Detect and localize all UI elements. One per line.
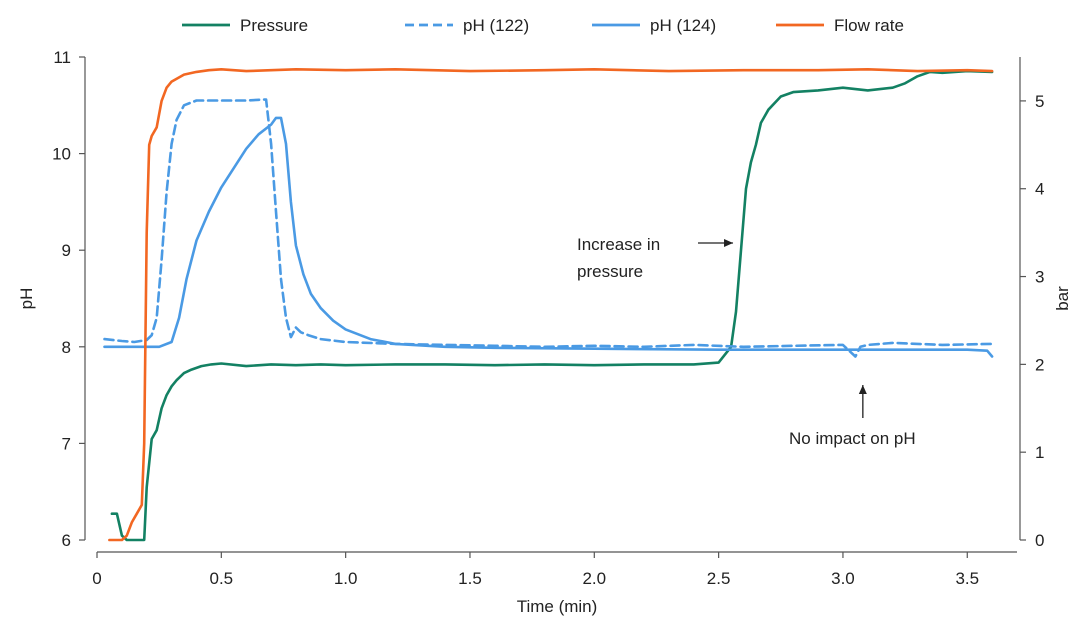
annotation-pressure-text: Increase in pressure bbox=[577, 235, 660, 281]
legend-label-pressure: Pressure bbox=[240, 16, 308, 35]
y-left-tick-label: 6 bbox=[62, 531, 71, 550]
legend: Pressure pH (122) pH (124) Flow rate bbox=[182, 16, 904, 35]
annotation-ph-text: No impact on pH bbox=[789, 429, 916, 448]
y-right-tick-label: 0 bbox=[1035, 531, 1044, 550]
annotation-layer: Increase in pressure No impact on pH bbox=[577, 235, 916, 448]
series-line-flow-rate bbox=[108, 68, 994, 542]
y-right-tick-label: 1 bbox=[1035, 443, 1044, 462]
x-tick-label: 3.5 bbox=[955, 569, 979, 588]
x-axis-title: Time (min) bbox=[517, 597, 598, 616]
x-tick-label: 1.5 bbox=[458, 569, 482, 588]
y-left-axis-title: pH bbox=[17, 288, 36, 310]
legend-label-ph-124: pH (124) bbox=[650, 16, 716, 35]
x-tick-label: 2.0 bbox=[582, 569, 606, 588]
legend-label-ph-122: pH (122) bbox=[463, 16, 529, 35]
y-right-tick-label: 5 bbox=[1035, 92, 1044, 111]
y-right-tick-label: 4 bbox=[1035, 180, 1044, 199]
series-line-ph-122 bbox=[103, 98, 994, 358]
y-left-tick-label: 9 bbox=[62, 241, 71, 260]
y-right-tick-label: 2 bbox=[1035, 355, 1044, 374]
y-right-tick-label: 3 bbox=[1035, 268, 1044, 287]
y-right-axis-title: bar bbox=[1053, 286, 1072, 311]
x-tick-label: 0 bbox=[92, 569, 101, 588]
y-right-ticks: 0 1 2 3 4 5 bbox=[1020, 92, 1044, 550]
y-left-tick-label: 8 bbox=[62, 338, 71, 357]
annotation-ph-arrowhead bbox=[858, 385, 867, 394]
x-tick-label: 0.5 bbox=[210, 569, 234, 588]
annotation-pressure-arrowhead bbox=[724, 239, 734, 247]
y-left-tick-label: 11 bbox=[53, 48, 71, 67]
series-line-ph-124 bbox=[103, 116, 994, 358]
x-tick-label: 2.5 bbox=[707, 569, 731, 588]
y-left-ticks: 6 7 8 9 10 11 bbox=[52, 48, 85, 550]
series-layer bbox=[103, 68, 994, 542]
y-left-tick-label: 10 bbox=[52, 145, 71, 164]
legend-label-flow-rate: Flow rate bbox=[834, 16, 904, 35]
axes: 0 0.5 1.0 1.5 2.0 2.5 3.0 3.5 6 7 8 9 10 11 0 1 2 3 4 5 T… bbox=[17, 48, 1072, 616]
series-line-pressure bbox=[110, 69, 994, 542]
x-tick-label: 1.0 bbox=[334, 569, 358, 588]
y-left-tick-label: 7 bbox=[62, 434, 71, 453]
x-tick-label: 3.0 bbox=[831, 569, 855, 588]
x-ticks: 0 0.5 1.0 1.5 2.0 2.5 3.0 3.5 bbox=[92, 552, 979, 588]
